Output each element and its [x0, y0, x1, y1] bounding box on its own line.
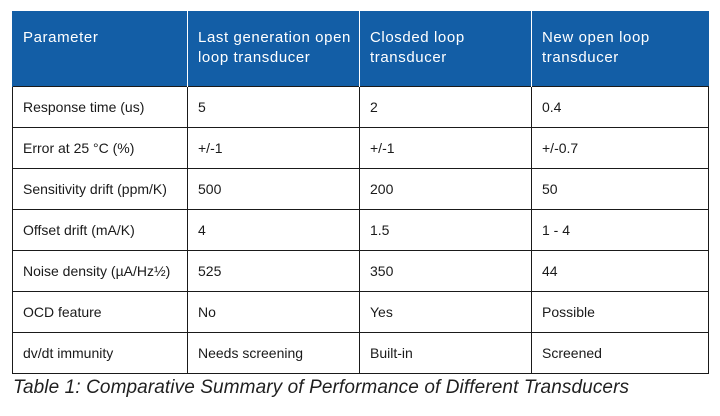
table-cell: 5 — [187, 85, 360, 128]
header-parameter: Parameter — [12, 11, 188, 86]
table-cell: +/-0.7 — [531, 126, 709, 169]
table-cell: Error at 25 °C (%) — [12, 126, 188, 169]
table-cell: 1 - 4 — [531, 208, 709, 251]
header-row: Parameter Last generation open loop tran… — [12, 11, 709, 86]
table-cell: Sensitivity drift (ppm/K) — [12, 167, 188, 210]
table-row: Sensitivity drift (ppm/K) 500 200 50 — [12, 167, 709, 210]
table-cell: 525 — [187, 249, 360, 292]
comparison-table-container: Parameter Last generation open loop tran… — [12, 11, 709, 374]
table-cell: Noise density (µA/Hz½) — [12, 249, 188, 292]
table-cell: 0.4 — [531, 85, 709, 128]
table-cell: 4 — [187, 208, 360, 251]
table-cell: Needs screening — [187, 331, 360, 374]
table-cell: Yes — [359, 290, 532, 333]
header-last-generation-open-loop: Last generation open loop transducer — [187, 11, 360, 86]
table-cell: 2 — [359, 85, 532, 128]
table-row: Offset drift (mA/K) 4 1.5 1 - 4 — [12, 208, 709, 251]
table-cell: 200 — [359, 167, 532, 210]
table-cell: 350 — [359, 249, 532, 292]
table-cell: Offset drift (mA/K) — [12, 208, 188, 251]
table-row: OCD feature No Yes Possible — [12, 290, 709, 333]
header-new-open-loop: New open loop transducer — [531, 11, 709, 86]
table-cell: +/-1 — [187, 126, 360, 169]
table-cell: +/-1 — [359, 126, 532, 169]
table-row: dv/dt immunity Needs screening Built-in … — [12, 331, 709, 374]
table-cell: OCD feature — [12, 290, 188, 333]
table-cell: 1.5 — [359, 208, 532, 251]
table-cell: Response time (us) — [12, 85, 188, 128]
table-row: Noise density (µA/Hz½) 525 350 44 — [12, 249, 709, 292]
table-cell: 500 — [187, 167, 360, 210]
table-cell: 50 — [531, 167, 709, 210]
comparison-table: Parameter Last generation open loop tran… — [12, 11, 709, 374]
header-closed-loop: Closded loop transducer — [359, 11, 532, 86]
table-row: Error at 25 °C (%) +/-1 +/-1 +/-0.7 — [12, 126, 709, 169]
table-row: Response time (us) 5 2 0.4 — [12, 85, 709, 128]
table-cell: Screened — [531, 331, 709, 374]
table-cell: dv/dt immunity — [12, 331, 188, 374]
table-cell: 44 — [531, 249, 709, 292]
table-cell: No — [187, 290, 360, 333]
table-caption: Table 1: Comparative Summary of Performa… — [13, 377, 630, 398]
table-cell: Built-in — [359, 331, 532, 374]
table-cell: Possible — [531, 290, 709, 333]
